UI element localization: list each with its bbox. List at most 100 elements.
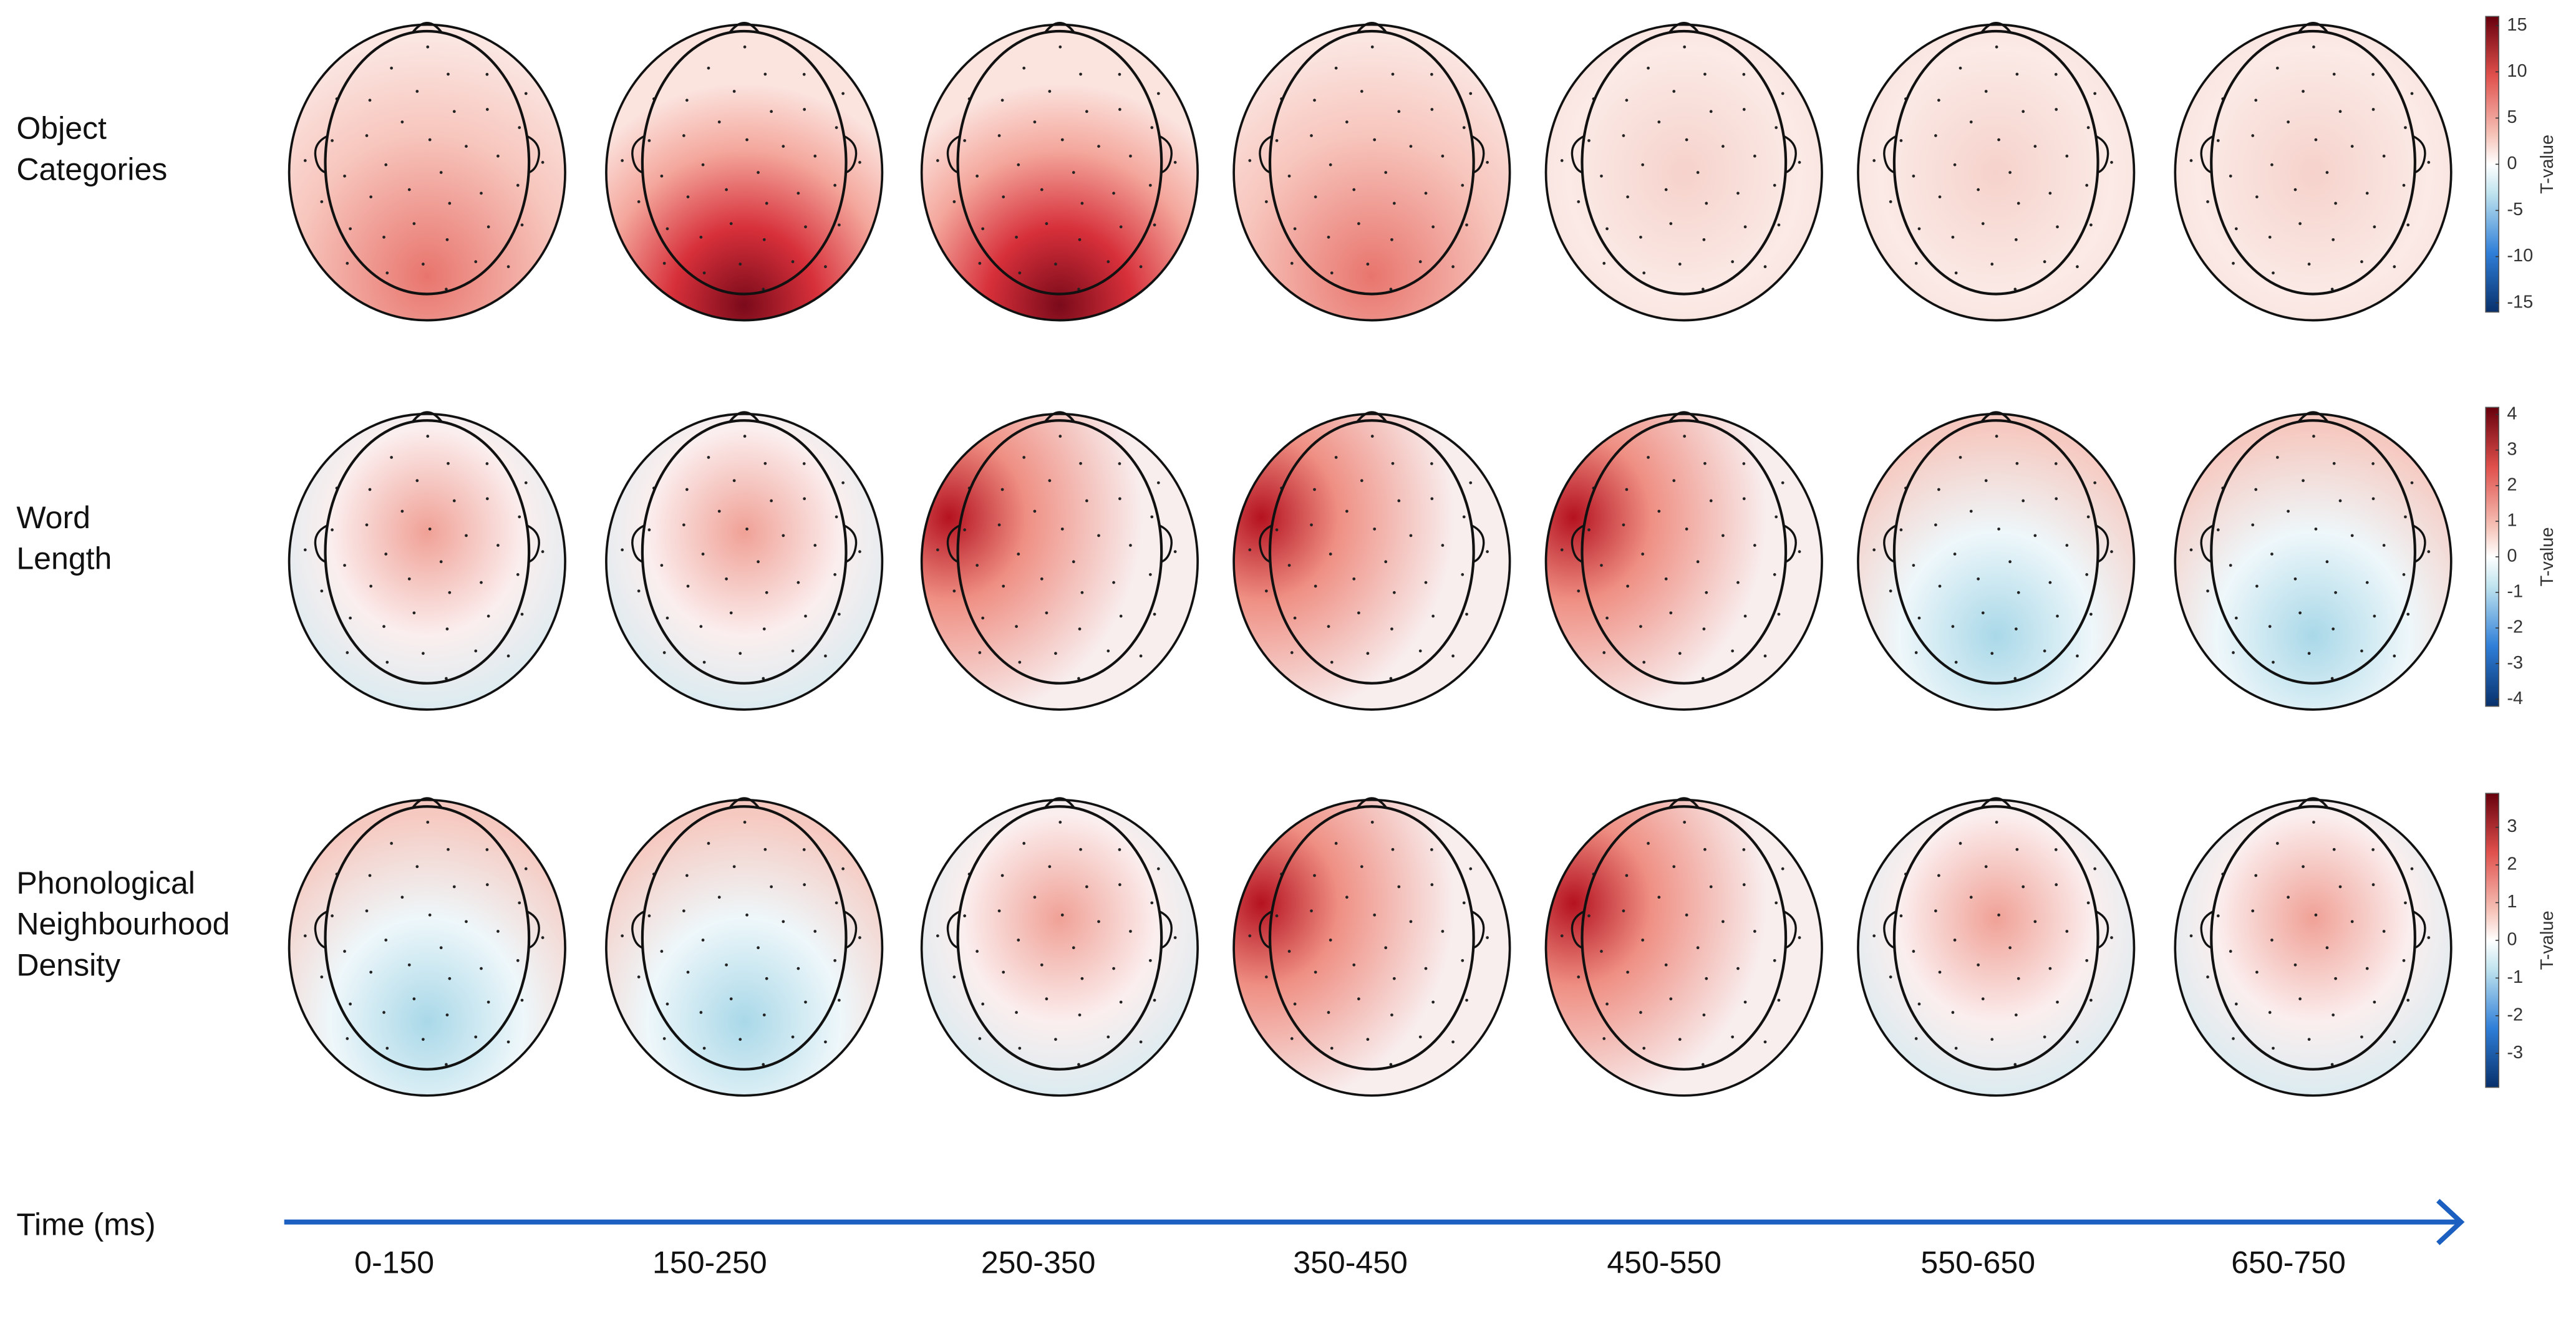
- electrode: [1392, 591, 1396, 594]
- topomap: [2174, 22, 2453, 322]
- electrode: [1033, 120, 1037, 123]
- electrode: [1798, 550, 1801, 553]
- electrode: [382, 235, 385, 239]
- electrode: [1469, 92, 1473, 95]
- electrode: [1357, 997, 1360, 1001]
- electrode: [1953, 163, 1957, 167]
- ear: [1783, 135, 1797, 174]
- electrode: [474, 649, 478, 653]
- electrode: [1577, 200, 1581, 203]
- electrode: [1119, 225, 1123, 229]
- electrode: [1418, 260, 1422, 264]
- colorbar-tick-label: -2: [2507, 1005, 2523, 1025]
- electrode: [1736, 967, 1740, 970]
- electrode: [1397, 110, 1401, 113]
- colorbar-tick-label: -3: [2507, 1043, 2523, 1063]
- electrode: [485, 848, 489, 851]
- electrode: [725, 963, 728, 967]
- electrode: [1314, 970, 1317, 974]
- electrode: [390, 456, 394, 459]
- electrode: [1639, 235, 1642, 239]
- electrode: [447, 72, 450, 76]
- head-outline: [2210, 419, 2416, 685]
- electrode: [2314, 913, 2318, 917]
- electrode: [813, 154, 817, 158]
- colorbar-tick-label: 5: [2507, 107, 2517, 127]
- electrode: [1773, 183, 1776, 187]
- electrode: [1106, 1035, 1110, 1039]
- electrode: [2033, 145, 2037, 148]
- electrode: [1352, 577, 1356, 581]
- electrode: [496, 154, 500, 158]
- colorbar-tick-label: 2: [2507, 854, 2517, 874]
- electrode: [303, 548, 307, 552]
- electrode: [415, 865, 419, 869]
- electrode: [384, 939, 388, 942]
- electrode: [1430, 108, 1434, 111]
- electrode: [2270, 163, 2273, 167]
- electrode: [791, 260, 795, 264]
- nose: [1668, 22, 1700, 34]
- colorbar-tick-label: 0: [2507, 930, 2517, 950]
- nose: [728, 797, 760, 809]
- scalp-map: [1544, 412, 1823, 711]
- electrode: [2272, 1046, 2275, 1050]
- topomap: [1232, 22, 1511, 322]
- electrode: [1327, 235, 1330, 239]
- electrode: [717, 509, 721, 513]
- electrode: [621, 548, 624, 552]
- electrode: [1743, 614, 1747, 618]
- electrode: [480, 581, 483, 584]
- electrode: [1314, 584, 1317, 588]
- topomap: [1857, 797, 2136, 1097]
- electrode: [2216, 528, 2220, 532]
- electrode: [738, 263, 742, 266]
- electrode: [2229, 950, 2232, 953]
- electrode: [666, 1002, 669, 1006]
- time-window-label: 650-750: [2231, 1245, 2346, 1280]
- electrode: [1951, 625, 1955, 628]
- electrode: [1264, 975, 1268, 979]
- electrode: [2373, 614, 2376, 618]
- electrode: [765, 201, 768, 205]
- electrode: [320, 589, 324, 593]
- electrode: [738, 1038, 742, 1041]
- electrode: [729, 222, 733, 225]
- electrode: [1119, 614, 1123, 618]
- electrode: [1937, 874, 1940, 877]
- head-outline: [641, 805, 848, 1071]
- electrode: [1334, 456, 1338, 459]
- electrode: [1461, 958, 1465, 962]
- electrode: [1914, 261, 1918, 265]
- electrode: [1015, 235, 1018, 239]
- colorbar-title: T-value: [2537, 135, 2557, 194]
- ear: [1883, 135, 1897, 174]
- electrode: [1106, 649, 1110, 653]
- time-window-label: 550-650: [1920, 1245, 2035, 1280]
- electrode: [1995, 435, 1998, 438]
- electrode: [448, 591, 452, 594]
- head-outline: [1892, 805, 2099, 1071]
- electrode: [685, 874, 689, 877]
- head-outline: [324, 419, 531, 685]
- electrode: [1775, 515, 1778, 519]
- electrode: [1872, 159, 1876, 162]
- electrode: [1040, 577, 1043, 581]
- electrode: [804, 614, 807, 618]
- nose: [1980, 22, 2012, 34]
- electrode: [837, 612, 841, 616]
- electrode: [2268, 625, 2272, 628]
- head-outline: [1892, 29, 2099, 296]
- electrode: [2287, 895, 2290, 899]
- electrode: [1647, 842, 1650, 845]
- electrode: [686, 195, 690, 199]
- electrode: [981, 227, 985, 231]
- electrode: [2302, 865, 2305, 869]
- electrode: [2076, 654, 2079, 658]
- electrode: [400, 895, 404, 899]
- electrode: [1977, 963, 1980, 967]
- topomaps: [288, 22, 2453, 1097]
- ear: [1783, 910, 1797, 949]
- electrode: [707, 66, 710, 70]
- electrode: [1360, 479, 1363, 483]
